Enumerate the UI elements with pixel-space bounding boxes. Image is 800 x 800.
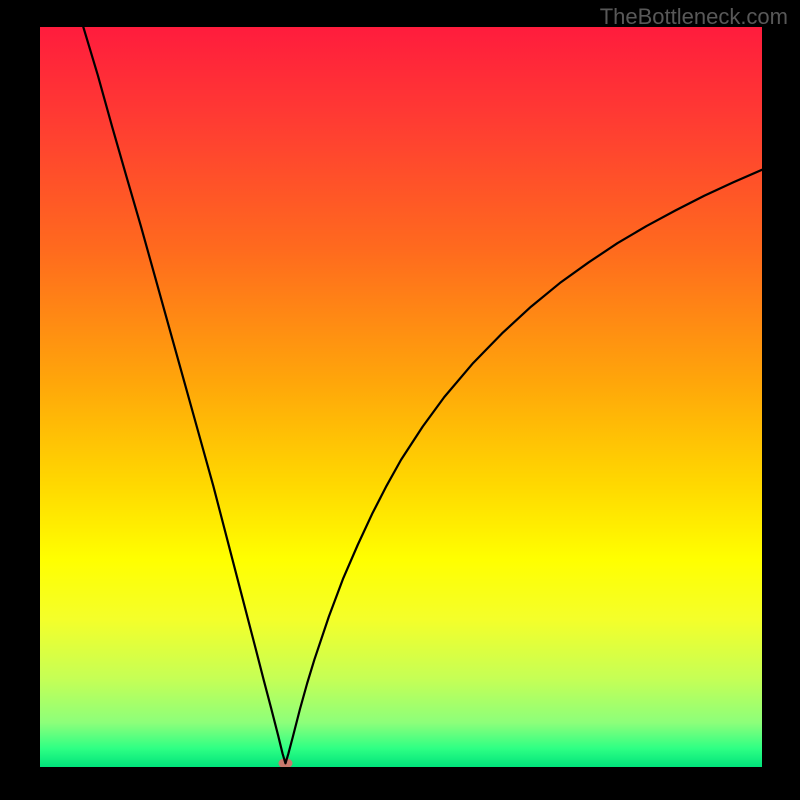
bottleneck-chart: [0, 0, 800, 800]
plot-gradient-background: [40, 27, 762, 767]
chart-container: TheBottleneck.com: [0, 0, 800, 800]
watermark-text: TheBottleneck.com: [600, 4, 788, 30]
